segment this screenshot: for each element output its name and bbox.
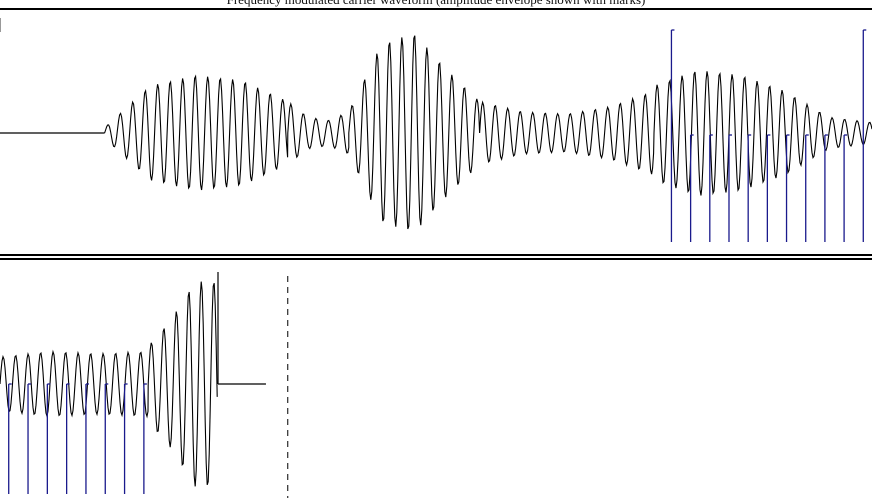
panel-divider-upper [0, 254, 872, 256]
waveform-trace-top [104, 35, 872, 230]
header-caption: Frequency modulated carrier waveform (am… [0, 0, 872, 8]
waveform-canvas-top[interactable] [0, 10, 872, 254]
waveform-panel-bottom[interactable] [0, 262, 872, 500]
top-rule [0, 8, 872, 10]
waveform-canvas-bottom[interactable] [0, 262, 872, 500]
panel-divider-lower [0, 258, 872, 260]
waveform-panel-top[interactable] [0, 10, 872, 254]
header-strip: Frequency modulated carrier waveform (am… [0, 0, 872, 8]
waveform-trace-bottom [0, 281, 218, 487]
